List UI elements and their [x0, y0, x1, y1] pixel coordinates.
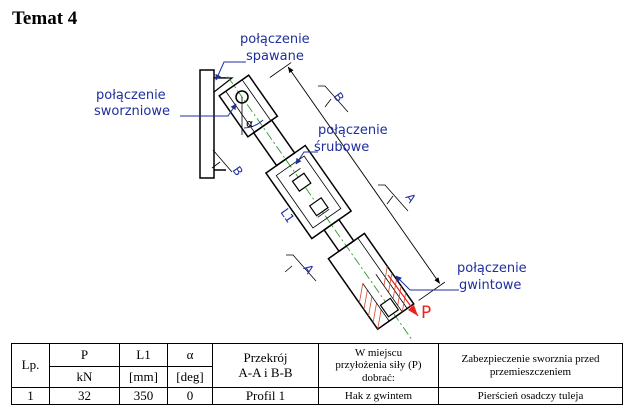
header-przekroj: Przekrój A-A i B-B	[212, 343, 319, 388]
cell-miejsce: Hak z gwintem	[318, 387, 439, 405]
header-zabezpieczenie: Zabezpieczenie sworznia przed przemieszc…	[438, 343, 623, 388]
section-b-upper-label: B	[331, 90, 347, 105]
label-gwintowe-line2: gwintowe	[459, 278, 521, 293]
cell-zabezpieczenie: Pierścień osadczy tuleja	[438, 387, 623, 405]
section-mark-a-upper	[378, 184, 409, 212]
leader-spawane	[215, 61, 246, 81]
leader-srubowe	[295, 151, 318, 165]
cell-przekroj: Profil 1	[212, 387, 319, 405]
unit-l1: [mm]	[119, 366, 168, 388]
section-a-upper-label: A	[403, 191, 420, 206]
label-sworzniowe-line1: połączenie	[96, 88, 166, 103]
header-l1: L1	[119, 343, 168, 367]
unit-p: kN	[49, 366, 120, 388]
header-alpha: α	[167, 343, 213, 367]
page-title: Temat 4	[12, 8, 78, 29]
label-srubowe-line2: śrubowe	[314, 140, 369, 155]
leader-sworzniowe	[180, 103, 237, 117]
cell-alpha: 0	[167, 387, 213, 405]
angle-arc	[243, 119, 264, 129]
angle-alpha-label: α	[246, 117, 253, 130]
force-label: P	[421, 303, 431, 323]
section-b-lower-label: B	[230, 164, 246, 179]
header-miejsce-line1: W miejscu	[354, 346, 403, 359]
header-miejsce-line2: przyłożenia siły (P)	[335, 359, 422, 372]
header-miejsce: W miejscu przyłożenia siły (P) dobrać:	[318, 343, 439, 388]
weld-symbol	[213, 77, 234, 94]
table-row: 1 32 350 0 Profil 1 Hak z gwintem Pierśc…	[11, 387, 623, 405]
dimension-l1-label: L1	[278, 206, 298, 226]
header-miejsce-line3: dobrać:	[362, 371, 395, 384]
cell-lp: 1	[11, 387, 50, 405]
cell-p: 32	[49, 387, 120, 405]
header-p: P	[49, 343, 120, 367]
force-arrow	[387, 274, 419, 317]
label-sworzniowe-line2: sworzniowe	[94, 104, 170, 119]
label-gwintowe-line1: połączenie	[457, 261, 527, 276]
section-mark-b-lower	[211, 149, 233, 173]
header-przekroj-line2: A-A i B-B	[238, 364, 293, 380]
leader-gwintowe	[395, 275, 459, 291]
assembly	[218, 62, 446, 339]
header-zabezpieczenie-line2: przemieszczeniem	[489, 365, 572, 378]
label-spawane-line1: połączenie	[240, 32, 310, 47]
label-srubowe-line1: połączenie	[318, 123, 388, 138]
technical-drawing: L1 α P B B A A połączenie spawane połącz…	[94, 32, 527, 339]
header-przekroj-line1: Przekrój	[243, 349, 288, 365]
section-mark-a-lower	[284, 254, 317, 282]
parameters-table: Lp. P L1 α Przekrój A-A i B-B W miejscu …	[11, 343, 623, 405]
unit-alpha: [deg]	[167, 366, 213, 388]
header-zabezpieczenie-line1: Zabezpieczenie sworznia przed	[461, 352, 600, 365]
label-spawane-line2: spawane	[246, 49, 304, 64]
section-mark-b-upper	[318, 85, 349, 113]
header-lp: Lp.	[11, 343, 50, 388]
table-header-row: Lp. P L1 α Przekrój A-A i B-B W miejscu …	[11, 343, 623, 388]
cell-l1: 350	[119, 387, 168, 405]
section-a-lower-label: A	[301, 262, 318, 277]
